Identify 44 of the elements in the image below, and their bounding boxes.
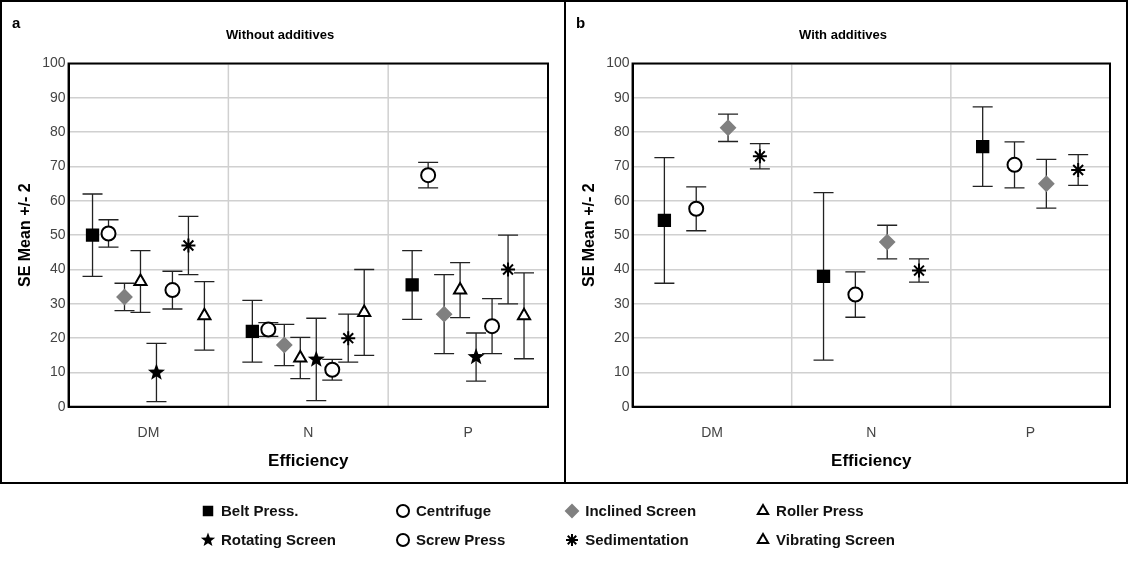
x-tick-label: N xyxy=(303,424,314,441)
y-tick-label: 80 xyxy=(49,123,66,140)
y-tick-label: 70 xyxy=(49,157,66,174)
y-axis-title: SE Mean +/- 2 xyxy=(16,183,34,287)
legend-label: Sedimentation xyxy=(585,531,689,548)
y-tick-label: 0 xyxy=(57,397,66,414)
legend-label: Roller Press xyxy=(776,502,864,519)
text: b xyxy=(576,13,586,31)
legend-label: Screw Press xyxy=(416,531,506,548)
y-tick-label: 20 xyxy=(613,329,630,346)
y-tick-label: 10 xyxy=(613,363,630,380)
y-tick-label: 80 xyxy=(613,123,630,140)
y-tick-label: 70 xyxy=(613,157,630,174)
y-tick-label: 0 xyxy=(621,397,630,414)
y-tick-label: 50 xyxy=(613,226,630,243)
y-tick-label: 10 xyxy=(49,363,66,380)
y-tick-label: 90 xyxy=(49,88,66,105)
legend-label: Belt Press. xyxy=(221,502,299,519)
x-tick-label: DM xyxy=(137,424,160,441)
y-tick-label: 90 xyxy=(613,88,630,105)
chart-title: Without additives xyxy=(225,27,335,43)
legend-label: Vibrating Screen xyxy=(776,531,896,548)
x-tick-label: P xyxy=(1025,424,1036,441)
legend-label: Rotating Screen xyxy=(221,531,337,548)
x-tick-label: P xyxy=(463,424,473,441)
y-tick-label: 40 xyxy=(49,260,66,277)
x-tick-label: DM xyxy=(701,424,724,441)
legend-label: Inclined Screen xyxy=(585,502,697,519)
y-tick-label: 100 xyxy=(42,54,66,71)
y-tick-label: 30 xyxy=(49,294,66,311)
x-axis-title: Efficiency xyxy=(268,451,349,471)
y-tick-label: 100 xyxy=(606,54,630,71)
y-tick-label: 60 xyxy=(49,191,66,208)
text: a xyxy=(12,13,21,31)
y-tick-label: 60 xyxy=(613,191,630,208)
y-axis-title: SE Mean +/- 2 xyxy=(580,183,598,287)
legend-label: Centrifuge xyxy=(416,502,491,519)
x-tick-label: N xyxy=(866,424,877,441)
y-tick-label: 50 xyxy=(49,226,66,243)
chart-title: With additives xyxy=(798,27,888,43)
y-tick-label: 20 xyxy=(49,329,66,346)
y-tick-label: 30 xyxy=(613,294,630,311)
x-axis-title: Efficiency xyxy=(831,451,912,471)
y-tick-label: 40 xyxy=(613,260,630,277)
